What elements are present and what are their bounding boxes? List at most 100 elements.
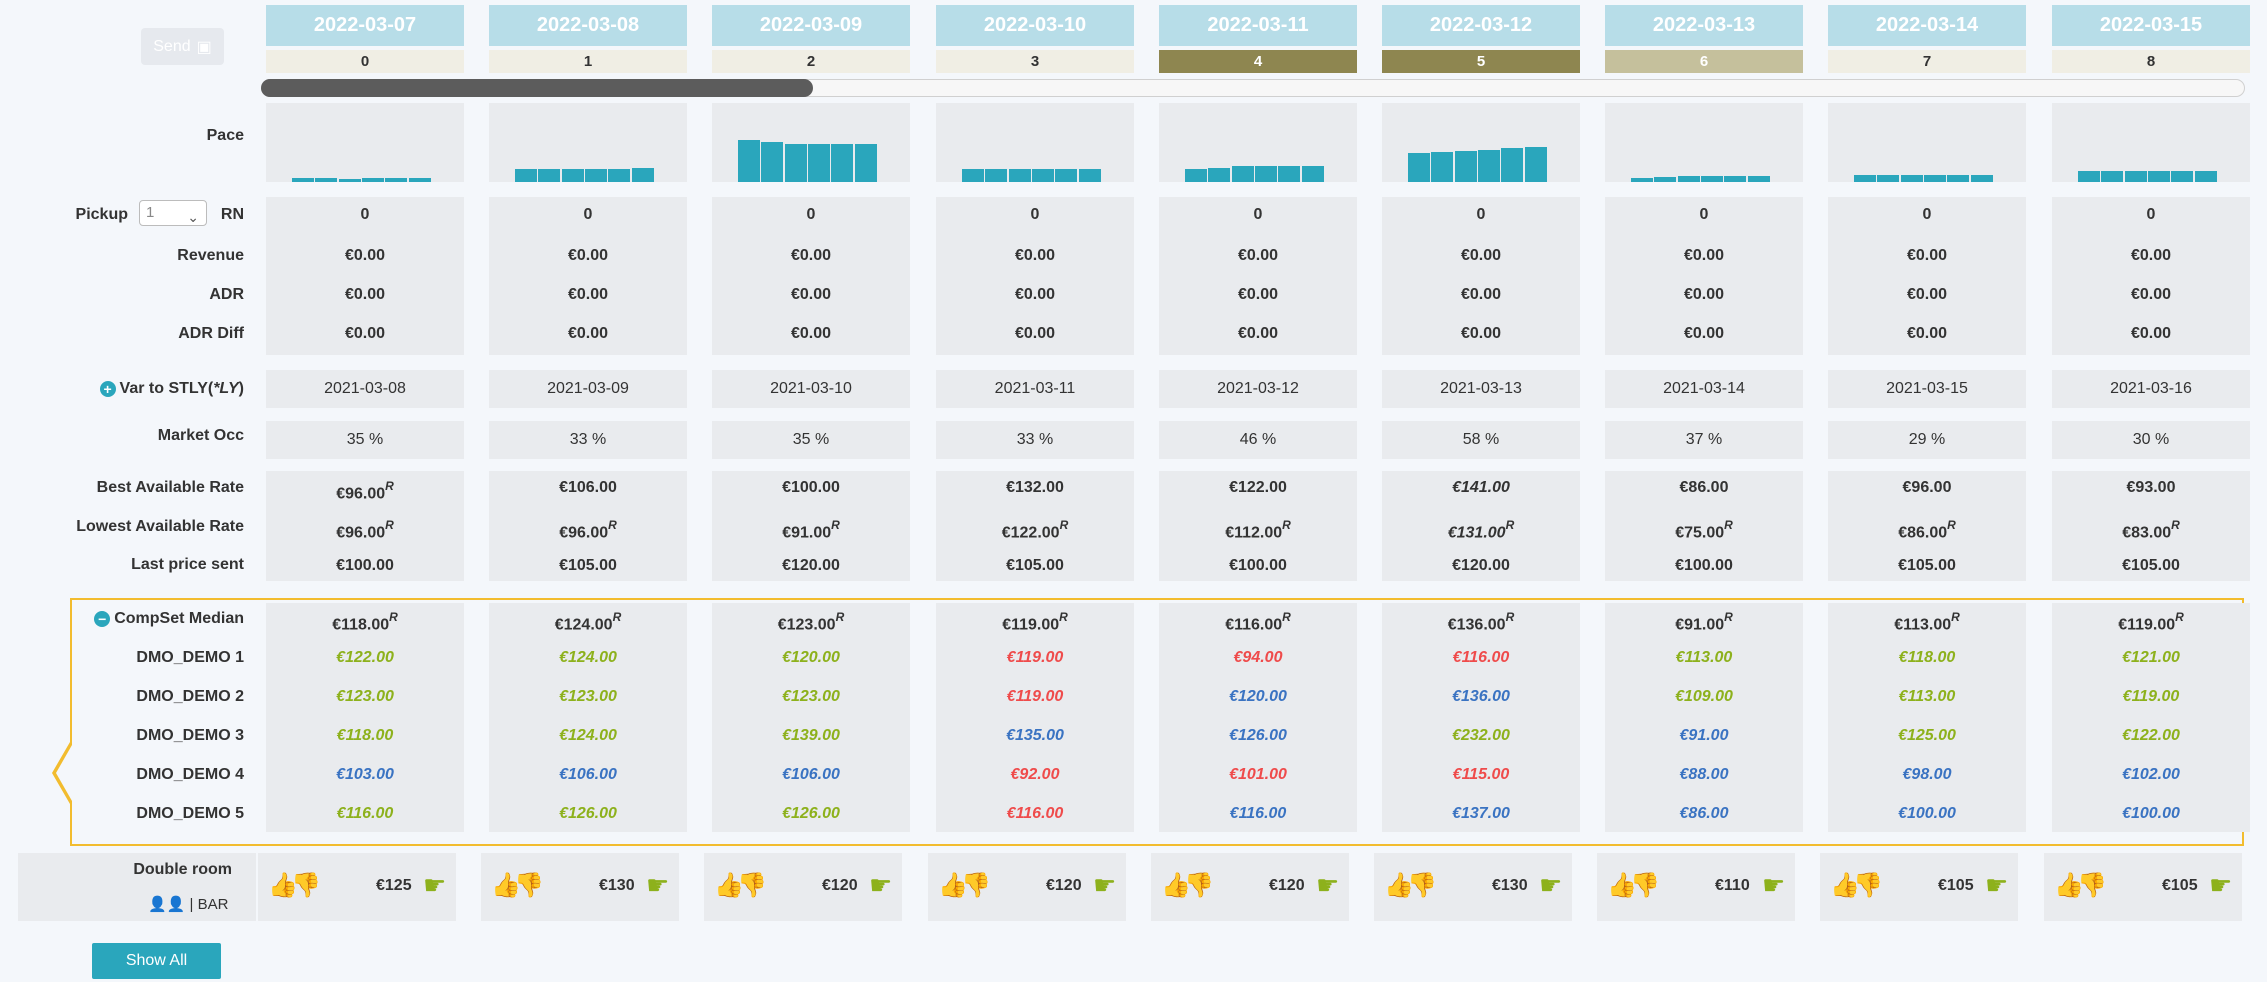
date-header[interactable]: 2022-03-07 [266,5,464,46]
thumbs-down-icon[interactable]: 👎 [2077,872,2107,899]
thumbs-up-icon[interactable]: 👍 [2054,872,2084,899]
send-price-icon[interactable]: ☛ [1985,870,2009,900]
pickup-select[interactable]: 1 ⌄ [139,200,207,226]
rates-block [712,471,910,581]
competitor-rate: €106.00 [782,766,840,783]
stly-date[interactable]: 2021-03-11 [994,380,1076,397]
stly-date[interactable]: 2021-03-12 [1217,380,1299,397]
pace-bar [785,144,807,182]
pace-bar [1185,169,1207,182]
stly-date[interactable]: 2021-03-13 [1440,380,1522,397]
chevron-down-icon: ⌄ [187,209,199,225]
rate-flag: R [1505,518,1515,532]
stly-date[interactable]: 2021-03-10 [770,380,852,397]
rate-flag: R [1282,518,1291,532]
send-price-icon[interactable]: ☛ [1762,870,1786,900]
pace-bar [315,178,337,182]
adr-value: €0.00 [1906,286,1948,303]
room-type-label: Double room [133,861,232,878]
show-all-button[interactable]: Show All [92,943,221,979]
lowest-available-rate-value: €86.00 [1898,524,1948,542]
send-price-icon[interactable]: ☛ [1316,870,1340,900]
send-price-icon[interactable]: ☛ [1093,870,1117,900]
date-header[interactable]: 2022-03-14 [1828,5,2026,46]
stly-date[interactable]: 2021-03-15 [1886,380,1968,397]
lowest-available-rate-value: €75.00 [1675,524,1725,542]
competitor-rate: €119.00 [1006,688,1064,705]
competitor-rate: €103.00 [336,766,394,783]
stly-date[interactable]: 2021-03-14 [1663,380,1745,397]
pace-bar [1748,176,1770,182]
date-header[interactable]: 2022-03-09 [712,5,910,46]
thumbs-down-icon[interactable]: 👎 [291,872,321,899]
date-header[interactable]: 2022-03-15 [2052,5,2250,46]
demo-label-4: DMO_DEMO 4 [136,766,244,783]
expand-plus-icon[interactable]: + [99,380,116,397]
compset-median-value: €119.00 [2118,616,2176,634]
stly-date[interactable]: 2021-03-08 [324,380,406,397]
thumbs-down-icon[interactable]: 👎 [1630,872,1660,899]
thumbs-up-icon[interactable]: 👍 [491,872,521,899]
market-occ-block [489,421,687,459]
date-header[interactable]: 2022-03-12 [1382,5,1580,46]
lowest-available-rate-value: €112.00 [1225,524,1283,542]
day-index: 3 [936,50,1134,73]
thumbs-down-icon[interactable]: 👎 [1853,872,1883,899]
rate-flag: R [1947,518,1956,532]
send-price-icon[interactable]: ☛ [423,870,447,900]
stly-block [489,370,687,408]
pickup-rn-value: 0 [806,206,816,223]
adr-value: €0.00 [2130,286,2172,303]
adr-diff-value: €0.00 [2130,325,2172,342]
room-price: €130 [1492,877,1528,894]
date-header[interactable]: 2022-03-10 [936,5,1134,46]
thumbs-up-icon[interactable]: 👍 [1830,872,1860,899]
pace-bar [1701,176,1723,182]
pace-bar [1678,176,1700,182]
market-occ-value: 29 % [1908,431,1946,448]
send-price-icon[interactable]: ☛ [869,870,893,900]
pace-block [2052,103,2250,182]
thumbs-up-icon[interactable]: 👍 [268,872,298,899]
send-button[interactable]: Send ▣ [141,28,224,65]
date-header[interactable]: 2022-03-08 [489,5,687,46]
date-header[interactable]: 2022-03-13 [1605,5,1803,46]
stly-date[interactable]: 2021-03-16 [2110,380,2192,397]
thumbs-down-icon[interactable]: 👎 [1407,872,1437,899]
thumbs-down-icon[interactable]: 👎 [737,872,767,899]
room-rate-cell [1820,853,2018,921]
pace-bar [608,169,630,182]
scrollbar-thumb[interactable] [261,79,813,97]
thumbs-up-icon[interactable]: 👍 [714,872,744,899]
last-price-sent: €105.00 [559,557,617,574]
adr-diff-value: €0.00 [567,325,609,342]
thumbs-down-icon[interactable]: 👎 [1184,872,1214,899]
send-price-icon[interactable]: ☛ [2209,870,2233,900]
pace-bar [585,169,607,182]
collapse-minus-icon[interactable]: − [94,610,111,627]
day-index: 2 [712,50,910,73]
competitor-rate: €126.00 [559,805,617,822]
competitor-rate: €102.00 [2122,766,2180,783]
adr-diff-label: ADR Diff [178,325,244,342]
day-index: 4 [1159,50,1357,73]
adr-value: €0.00 [344,286,386,303]
thumbs-up-icon[interactable]: 👍 [1161,872,1191,899]
pickup-rn-value: 0 [1699,206,1709,223]
lowest-available-rate: €83.00R [2052,517,2250,543]
competitor-rate: €135.00 [1006,727,1064,744]
compset-median: €91.00R [1605,609,1803,635]
date-header[interactable]: 2022-03-11 [1159,5,1357,46]
thumbs-up-icon[interactable]: 👍 [1607,872,1637,899]
thumbs-up-icon[interactable]: 👍 [938,872,968,899]
thumbs-up-icon[interactable]: 👍 [1384,872,1414,899]
send-price-icon[interactable]: ☛ [1539,870,1563,900]
competitor-rate: €122.00 [336,649,394,666]
thumbs-down-icon[interactable]: 👎 [514,872,544,899]
send-price-icon[interactable]: ☛ [646,870,670,900]
pace-bar [1032,169,1054,182]
last-price-sent: €105.00 [1006,557,1064,574]
thumbs-down-icon[interactable]: 👎 [961,872,991,899]
room-rate-cell [1151,853,1349,921]
stly-date[interactable]: 2021-03-09 [547,380,629,397]
